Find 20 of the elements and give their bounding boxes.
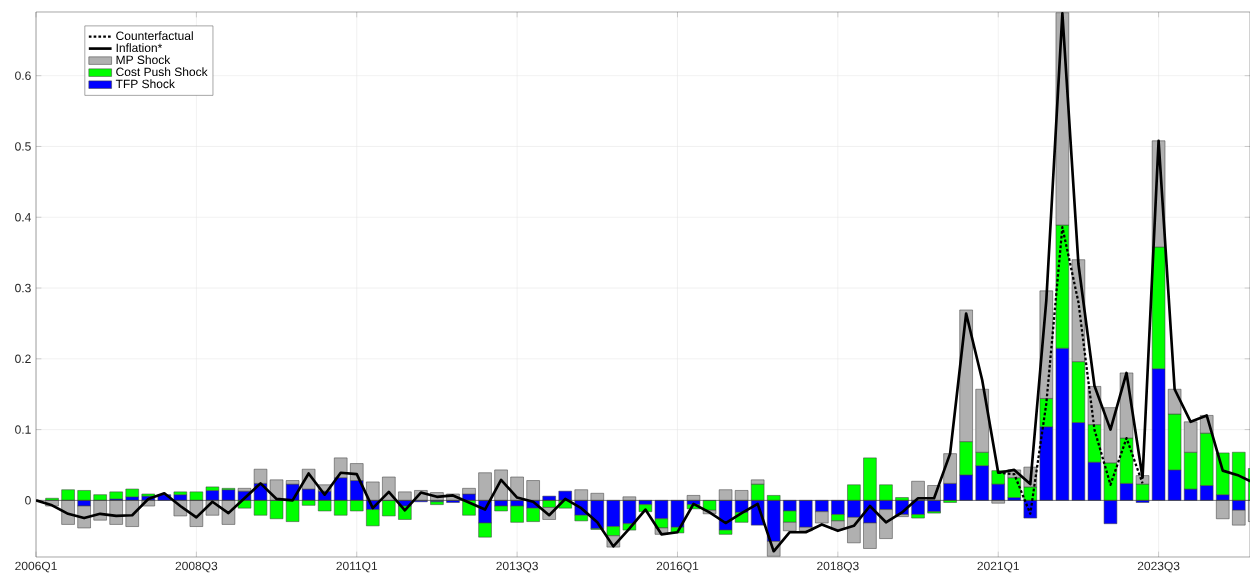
y-tick-label: 0.2: [15, 354, 31, 364]
x-tick-label: 2018Q3: [817, 561, 859, 573]
y-tick-label: 0.6: [15, 71, 31, 80]
legend-label: Counterfactual: [116, 31, 193, 41]
legend-label: TFP Shock: [115, 79, 175, 89]
y-tick-label: 0: [25, 496, 31, 505]
x-tick-label: 2006Q1: [15, 561, 57, 573]
x-tick-label: 2013Q3: [496, 561, 538, 573]
y-tick-label: 0.5: [15, 142, 31, 151]
legend-label: Inflation*: [116, 43, 163, 53]
x-tick-label: 2008Q3: [175, 561, 218, 573]
x-tick-label: 2016Q1: [656, 561, 699, 573]
y-tick-label: 0.3: [15, 283, 31, 293]
legend-label: MP Shock: [116, 55, 171, 65]
y-tick-label: 0.4: [15, 213, 31, 222]
x-tick-label: 2021Q1: [977, 561, 1019, 573]
x-tick-label: 2023Q3: [1137, 561, 1180, 573]
legend-label: Cost Push Shock: [116, 67, 208, 77]
x-tick-label: 2011Q1: [336, 561, 378, 573]
y-tick-label: 0.1: [15, 425, 31, 434]
